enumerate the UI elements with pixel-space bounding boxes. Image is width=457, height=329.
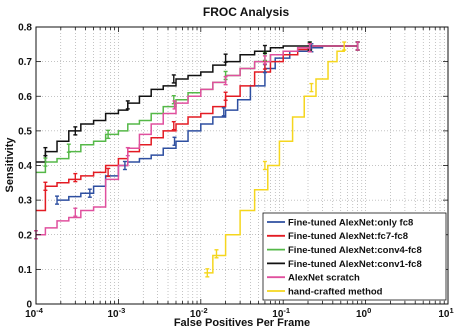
x-tick-label-exponent: -1 — [283, 306, 290, 315]
x-tick-label-exponent: -3 — [119, 306, 126, 315]
legend-box — [262, 212, 447, 301]
series-lines — [36, 45, 358, 274]
y-tick-label: 0.8 — [18, 23, 32, 34]
x-tick-label-exponent: 0 — [367, 306, 371, 315]
y-axis-label: Sensitivity — [4, 137, 16, 193]
y-tick-label: 0.1 — [18, 265, 32, 276]
y-tick-label: 0 — [26, 300, 32, 311]
x-tick-label-base: 10 — [438, 309, 450, 320]
legend-label: Fine-tuned AlexNet:conv1-fc8 — [288, 259, 422, 270]
chart-title: FROC Analysis — [203, 5, 290, 19]
x-tick-label: 10-2 — [190, 306, 208, 320]
y-tick-label: 0.5 — [18, 126, 32, 137]
legend-label: Fine-tuned AlexNet:only fc8 — [288, 217, 413, 228]
legend-label: hand-crafted method — [288, 286, 383, 297]
series-line — [36, 45, 358, 212]
x-tick-label-exponent: -4 — [36, 306, 43, 315]
tick-labels: 00.10.20.30.40.50.60.70.810-4 10-3 10-2 10-… — [18, 23, 454, 321]
x-tick-label-exponent: 1 — [449, 306, 453, 315]
x-axis-label: False Positives Per Frame — [174, 317, 310, 329]
legend-label: AlexNet scratch — [288, 273, 360, 284]
y-tick-label: 0.3 — [18, 196, 32, 207]
axis-ticks — [36, 26, 448, 305]
x-tick-label: 101 — [438, 306, 453, 320]
legend: Fine-tuned AlexNet:only fc8 Fine-tuned Al… — [262, 212, 447, 301]
legend-label: Fine-tuned AlexNet:conv4-fc8 — [288, 245, 422, 256]
series-line — [36, 45, 358, 163]
x-tick-label-base: 10 — [190, 309, 202, 320]
y-tick-label: 0.2 — [18, 230, 32, 241]
x-tick-label-base: 10 — [25, 309, 37, 320]
error-bars — [34, 41, 360, 278]
legend-label: Fine-tuned AlexNet:fc7-fc8 — [288, 231, 408, 242]
y-tick-label: 0.7 — [18, 57, 32, 68]
x-tick-label: 10-1 — [272, 306, 290, 320]
x-tick-label: 10-3 — [108, 306, 126, 320]
y-tick-label: 0.4 — [18, 161, 32, 172]
x-tick-label-exponent: -2 — [201, 306, 208, 315]
x-tick-label: 10-4 — [25, 306, 44, 320]
x-tick-label-base: 10 — [108, 309, 120, 320]
x-tick-label: 100 — [356, 306, 371, 320]
y-tick-label: 0.6 — [18, 92, 32, 103]
x-tick-label-base: 10 — [356, 309, 368, 320]
series-line — [204, 46, 345, 274]
x-tick-label-base: 10 — [272, 309, 284, 320]
